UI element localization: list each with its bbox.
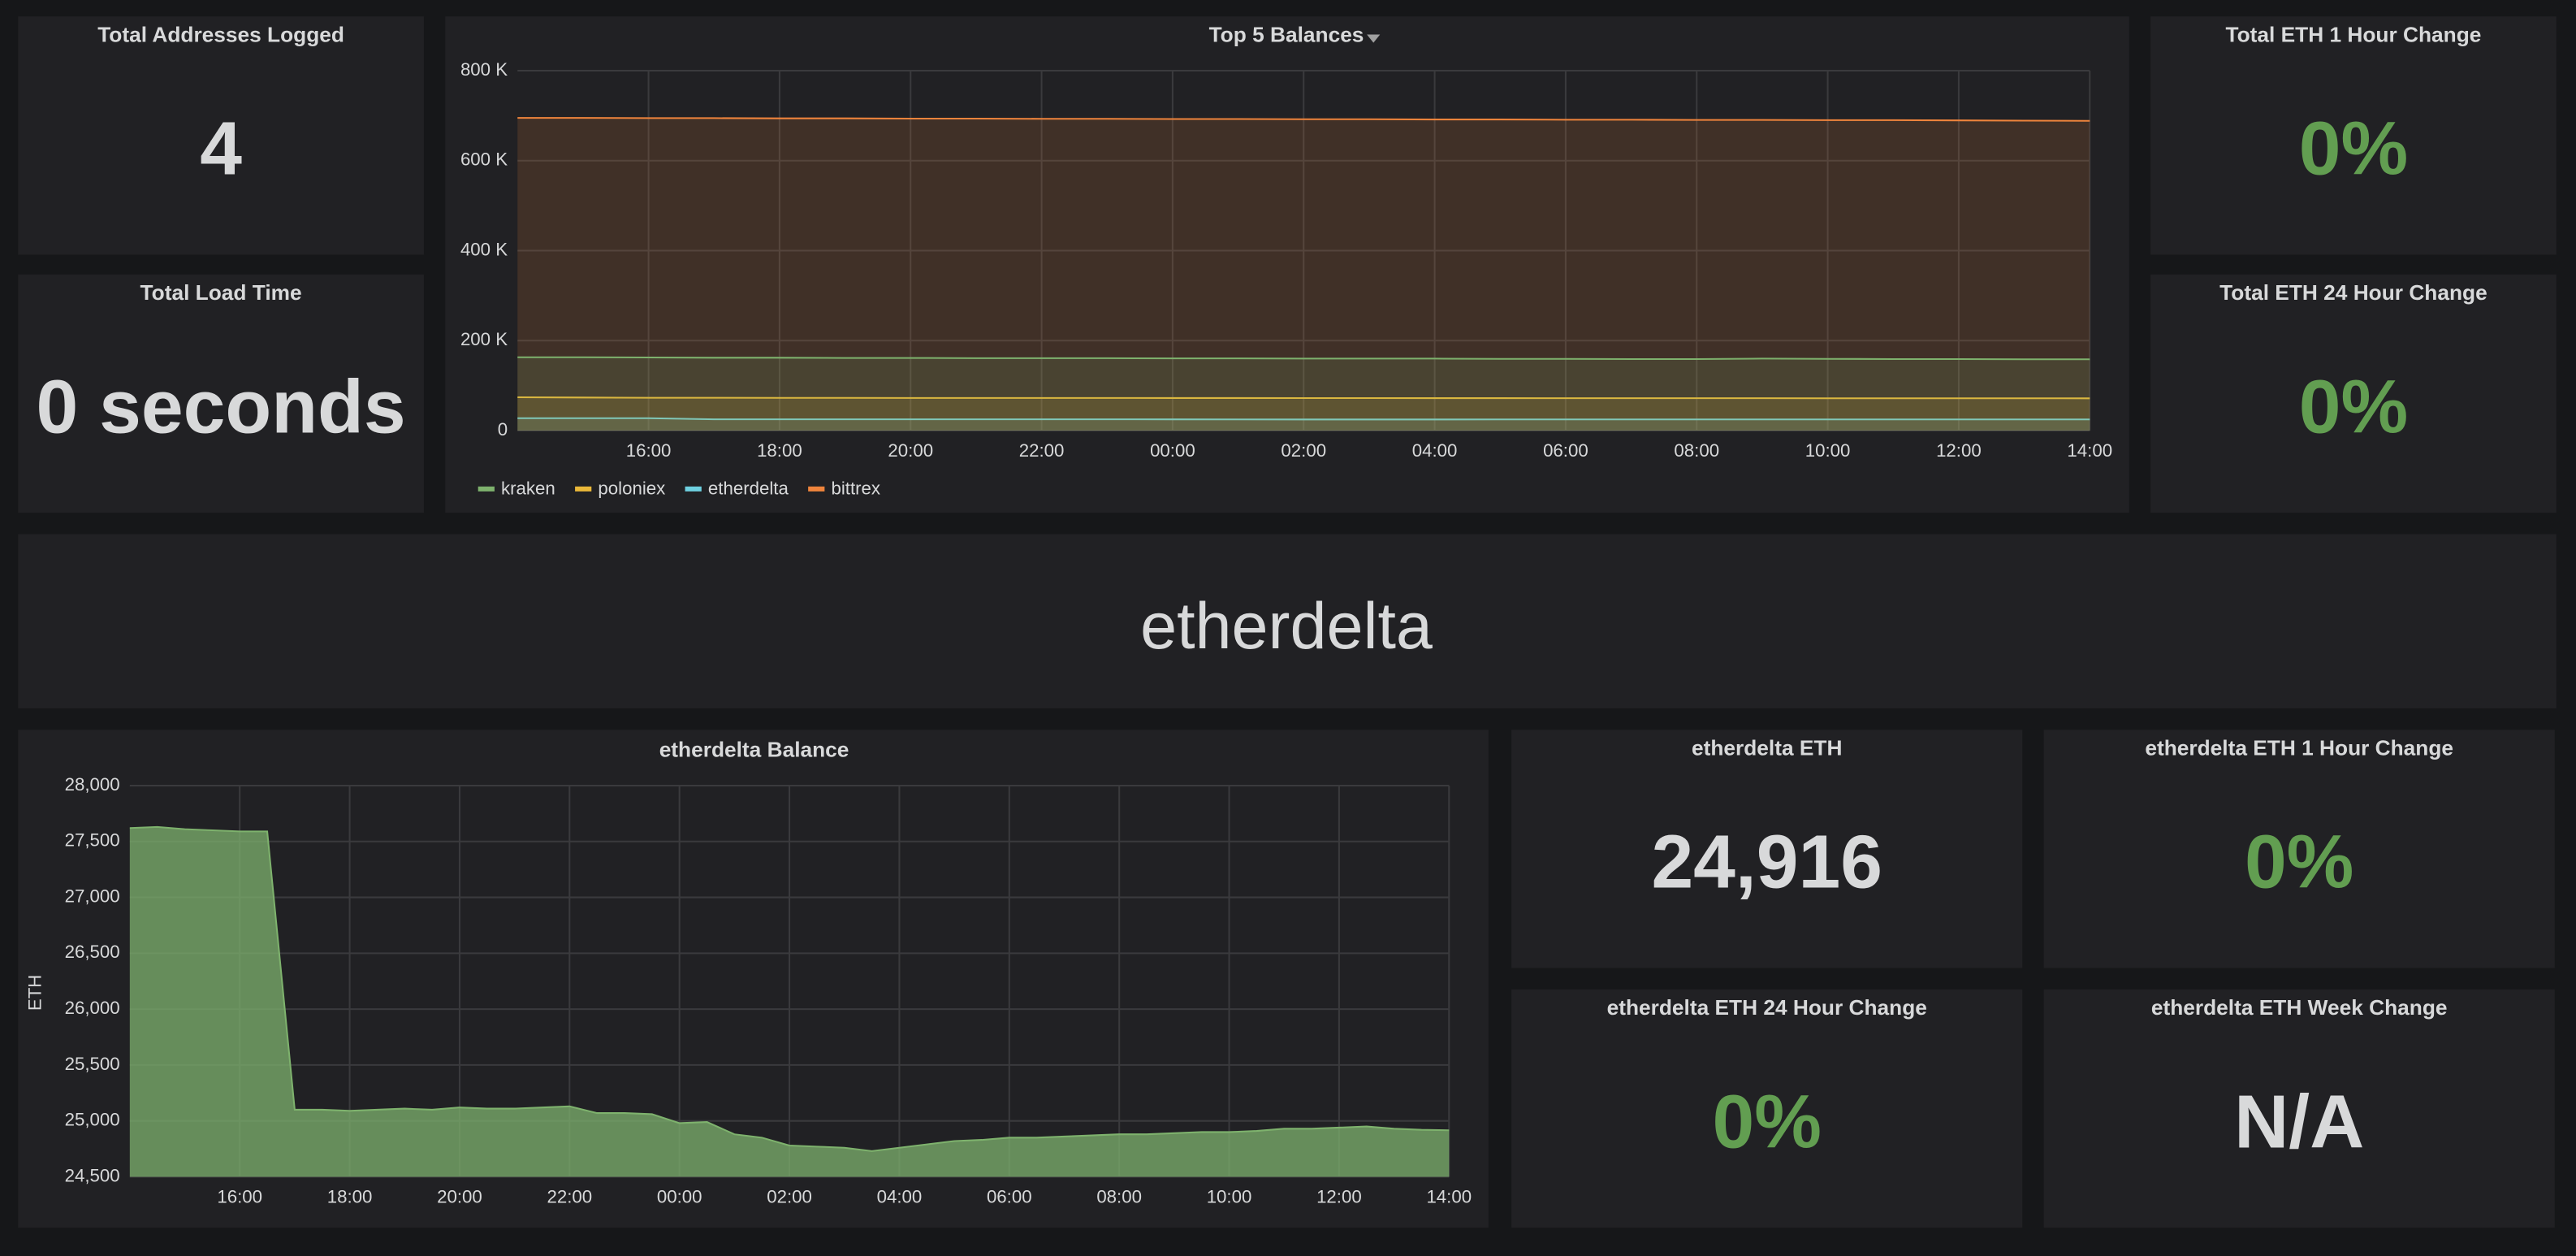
x-tick-label: 22:00 bbox=[1019, 440, 1065, 461]
x-tick-label: 08:00 bbox=[1096, 1187, 1142, 1207]
line bbox=[517, 417, 2090, 421]
x-tick-label: 04:00 bbox=[1412, 440, 1458, 461]
x-tick-label: 06:00 bbox=[987, 1187, 1032, 1207]
x-tick-label: 12:00 bbox=[1936, 440, 1982, 461]
x-tick-label: 02:00 bbox=[1281, 440, 1326, 461]
panel-title: Total Load Time bbox=[140, 280, 302, 305]
x-tick-label: 16:00 bbox=[626, 440, 672, 461]
stat-value: 0% bbox=[2245, 820, 2353, 904]
y-tick-label: 600 K bbox=[460, 149, 508, 170]
panel-title: etherdelta ETH bbox=[1692, 735, 1842, 760]
stat-value: 0% bbox=[2299, 106, 2408, 191]
x-tick-label: 20:00 bbox=[437, 1187, 482, 1207]
y-tick-label: 0 bbox=[498, 419, 508, 440]
legend-swatch bbox=[808, 486, 825, 492]
stat-value: 0% bbox=[2299, 364, 2408, 448]
panel bbox=[18, 16, 424, 255]
x-tick-label: 14:00 bbox=[2067, 440, 2112, 461]
panel-title: etherdelta ETH Week Change bbox=[2151, 995, 2448, 1020]
y-tick-label: 200 K bbox=[460, 329, 508, 349]
area bbox=[517, 118, 2090, 431]
stat-value: 0 seconds bbox=[37, 364, 406, 448]
x-tick-label: 10:00 bbox=[1805, 440, 1851, 461]
area bbox=[517, 357, 2090, 431]
y-tick-label: 28,000 bbox=[65, 774, 120, 795]
panel-title: Total Addresses Logged bbox=[97, 22, 344, 46]
line bbox=[517, 356, 2090, 361]
panel bbox=[18, 274, 424, 513]
y-tick-label: 800 K bbox=[460, 59, 508, 80]
y-tick-label: 400 K bbox=[460, 239, 508, 259]
line bbox=[517, 396, 2090, 400]
legend-swatch bbox=[478, 486, 495, 492]
legend-swatch bbox=[575, 486, 592, 492]
x-tick-label: 08:00 bbox=[1674, 440, 1719, 461]
line bbox=[129, 825, 1450, 1152]
panel-title: Total ETH 1 Hour Change bbox=[2225, 22, 2481, 46]
x-tick-label: 00:00 bbox=[657, 1187, 702, 1207]
x-tick-label: 04:00 bbox=[877, 1187, 923, 1207]
panel-title: etherdelta ETH 1 Hour Change bbox=[2145, 735, 2453, 760]
legend-label: kraken bbox=[501, 479, 555, 499]
x-tick-label: 00:00 bbox=[1150, 440, 1195, 461]
y-tick-label: 27,500 bbox=[65, 830, 120, 851]
legend-label: etherdelta bbox=[708, 479, 789, 499]
line bbox=[517, 117, 2090, 122]
panel bbox=[2150, 16, 2557, 255]
text-panel: etherdelta bbox=[1140, 590, 1433, 663]
legend-swatch bbox=[685, 486, 702, 492]
panel bbox=[2043, 730, 2555, 968]
dropdown-caret[interactable] bbox=[1367, 34, 1381, 43]
panel-title[interactable]: Top 5 Balances bbox=[1209, 22, 1364, 46]
legend-label: bittrex bbox=[831, 479, 880, 499]
x-tick-label: 18:00 bbox=[757, 440, 802, 461]
x-tick-label: 02:00 bbox=[767, 1187, 812, 1207]
y-tick-label: 27,000 bbox=[65, 886, 120, 906]
stat-value: 4 bbox=[200, 106, 242, 191]
panel bbox=[18, 534, 2557, 708]
stat-value: 24,916 bbox=[1651, 820, 1882, 904]
x-tick-label: 20:00 bbox=[888, 440, 933, 461]
panel-title: Total ETH 24 Hour Change bbox=[2219, 280, 2487, 305]
x-tick-label: 18:00 bbox=[327, 1187, 373, 1207]
x-tick-label: 14:00 bbox=[1426, 1187, 1472, 1207]
area bbox=[517, 418, 2090, 431]
panel bbox=[2150, 274, 2557, 513]
y-tick-label: 26,000 bbox=[65, 998, 120, 1018]
y-tick-label: 25,000 bbox=[65, 1110, 120, 1130]
panel-title: etherdelta ETH 24 Hour Change bbox=[1607, 995, 1927, 1020]
area bbox=[129, 826, 1450, 1177]
legend-label: poloniex bbox=[598, 479, 665, 499]
y-tick-label: 26,500 bbox=[65, 942, 120, 962]
x-tick-label: 06:00 bbox=[1543, 440, 1588, 461]
x-tick-label: 22:00 bbox=[547, 1187, 592, 1207]
y-tick-label: 24,500 bbox=[65, 1165, 120, 1185]
panel-title: etherdelta Balance bbox=[659, 737, 849, 761]
panel bbox=[1511, 730, 2023, 968]
panel bbox=[2043, 989, 2555, 1228]
panel bbox=[1511, 989, 2023, 1228]
stat-value: 0% bbox=[1712, 1079, 1821, 1163]
stat-value: N/A bbox=[2234, 1079, 2364, 1163]
x-tick-label: 12:00 bbox=[1316, 1187, 1362, 1207]
y-axis-label: ETH bbox=[24, 975, 45, 1011]
area bbox=[517, 397, 2090, 431]
x-tick-label: 16:00 bbox=[217, 1187, 262, 1207]
y-tick-label: 25,500 bbox=[65, 1054, 120, 1074]
x-tick-label: 10:00 bbox=[1207, 1187, 1252, 1207]
